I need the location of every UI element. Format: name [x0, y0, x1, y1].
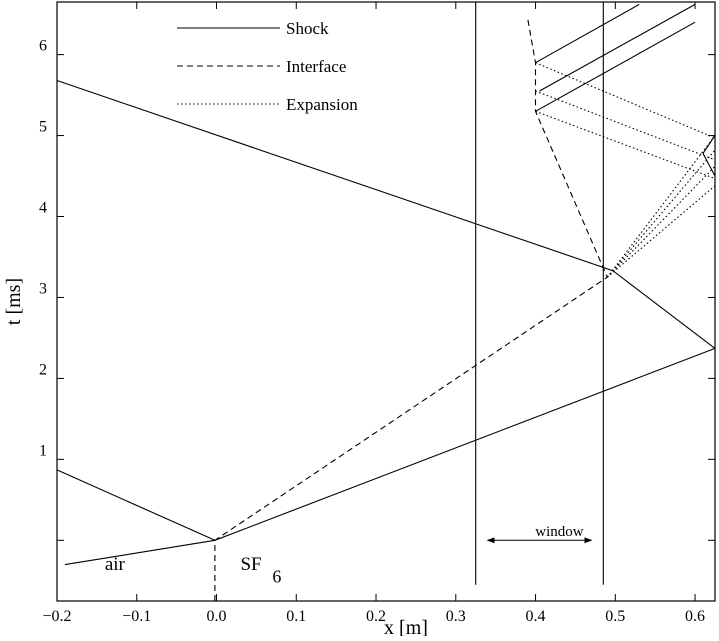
x-tick-label: 0.6 [685, 608, 705, 625]
series-line-solid-3 [535, 3, 640, 64]
x-tick-label: 0.1 [286, 608, 306, 625]
annotation-subscript: 6 [272, 566, 281, 586]
series-line-dashed-6 [214, 18, 608, 601]
series-line-dotted-12 [535, 90, 716, 161]
x-tick-label: 0.4 [526, 608, 546, 625]
annotation-air: air [105, 554, 126, 575]
x-tick-label: 0.0 [207, 608, 227, 625]
series-line-dotted-11 [535, 62, 716, 139]
legend-label-dashed: Interface [286, 57, 346, 76]
plot-area [56, 2, 716, 601]
y-tick-label: 6 [39, 38, 47, 55]
series-line-solid-5 [535, 21, 696, 112]
series-line-dotted-7 [606, 135, 716, 278]
x-tick-label: 0.2 [366, 608, 386, 625]
y-tick-label: 1 [39, 442, 47, 459]
x-tick-label: 0.3 [446, 608, 466, 625]
plot-frame [56, 1, 716, 602]
x-tick-label: −0.1 [122, 608, 151, 625]
series-line-solid-1 [56, 469, 216, 541]
annotation-sf: SF [240, 554, 261, 575]
legend-label-solid: Shock [286, 19, 329, 38]
series-line-dotted-10 [606, 185, 716, 278]
y-tick-label: 2 [39, 361, 47, 378]
legend-label-dotted: Expansion [286, 95, 358, 114]
x-axis-label: x [m] [384, 617, 428, 636]
y-tick-label: 5 [39, 119, 47, 136]
x-tick-label: 0.5 [605, 608, 625, 625]
series-line-solid-0 [64, 347, 716, 566]
y-tick-label: 3 [39, 280, 47, 297]
x-tick-label: −0.2 [42, 608, 71, 625]
annotations: air SF 6 window [105, 524, 593, 586]
series-line-solid-14 [702, 135, 716, 177]
legend: Shock Interface Expansion [177, 19, 358, 114]
axes: −0.2 −0.1 0.0 0.1 0.2 0.3 0.4 0.5 0.6 1 2 3 4 5 6 x [m]… [3, 1, 716, 639]
annotation-window: window [535, 524, 584, 540]
series-line-solid-4 [539, 3, 696, 92]
series-line-solid-2 [56, 79, 716, 349]
series-line-dotted-9 [606, 165, 716, 278]
series-line-dotted-13 [535, 110, 716, 180]
series-line-dotted-8 [606, 149, 716, 278]
y-axis-label: t [ms] [3, 278, 25, 325]
y-tick-label: 4 [39, 200, 47, 217]
